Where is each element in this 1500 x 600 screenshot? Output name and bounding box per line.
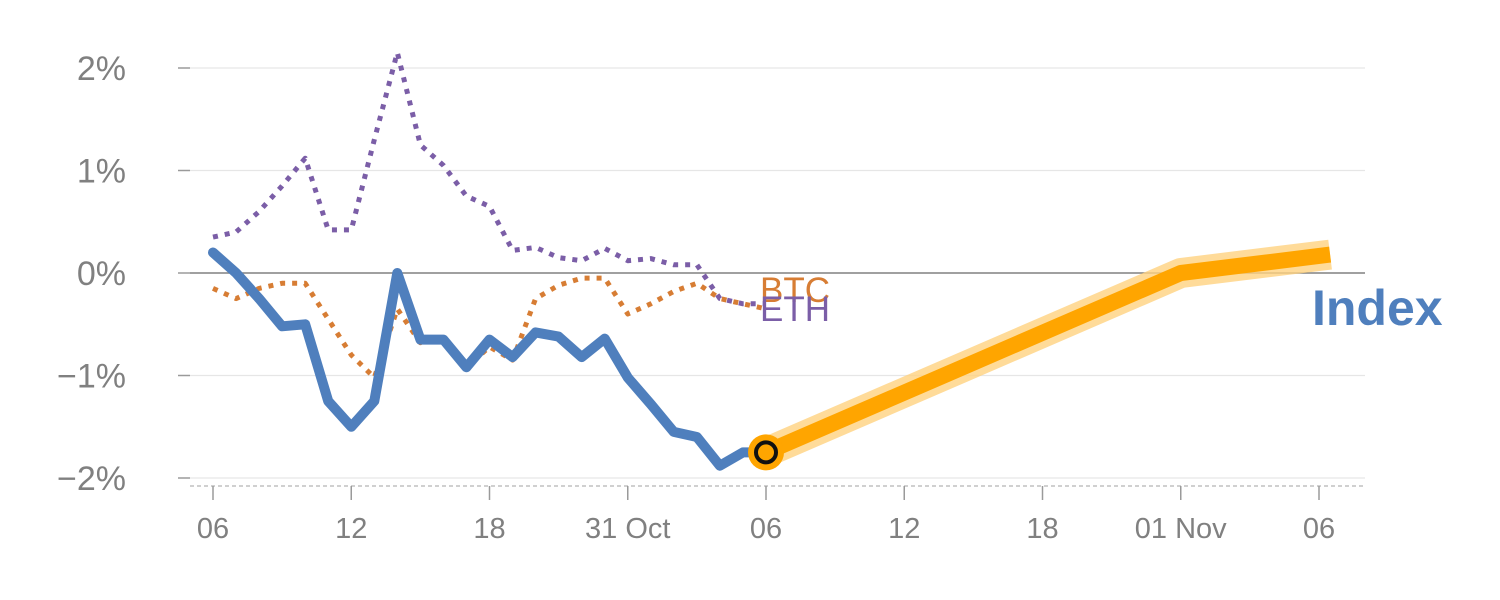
x-tick-label: 12 xyxy=(335,513,367,545)
series-lines xyxy=(208,50,1332,471)
y-tick-label: −1% xyxy=(57,358,126,396)
x-tick-label: 12 xyxy=(888,513,920,545)
endpoint-marker xyxy=(754,440,778,465)
btc-series-label: BTC xyxy=(760,271,830,310)
x-axis: 06 12 18 31 Oct 06 12 18 01 Nov 06 xyxy=(190,485,1365,545)
eth-line xyxy=(212,50,766,307)
y-tick-label: −2% xyxy=(57,460,126,498)
x-tick-label: 06 xyxy=(750,513,782,545)
y-tick-label: 0% xyxy=(77,255,126,293)
x-tick-label: 18 xyxy=(473,513,505,545)
y-tick-label: 2% xyxy=(77,50,126,88)
eth-series-label: ETH xyxy=(760,290,830,329)
y-tick-label: 1% xyxy=(77,153,126,191)
x-tick-label: 01 Nov xyxy=(1135,513,1227,545)
index-annotation: Index xyxy=(1312,280,1443,336)
forecast-line xyxy=(762,246,1332,460)
y-axis: 2% 1% 0% −1% −2% xyxy=(57,50,190,498)
x-tick-label: 31 Oct xyxy=(585,513,670,545)
x-tick-label: 06 xyxy=(197,513,229,545)
gridlines xyxy=(190,67,1365,479)
index-line xyxy=(208,247,771,471)
x-tick-label: 18 xyxy=(1026,513,1058,545)
btc-line xyxy=(211,275,767,381)
x-tick-label: 06 xyxy=(1303,513,1335,545)
series-labels: BTC ETH Index xyxy=(760,271,1443,336)
